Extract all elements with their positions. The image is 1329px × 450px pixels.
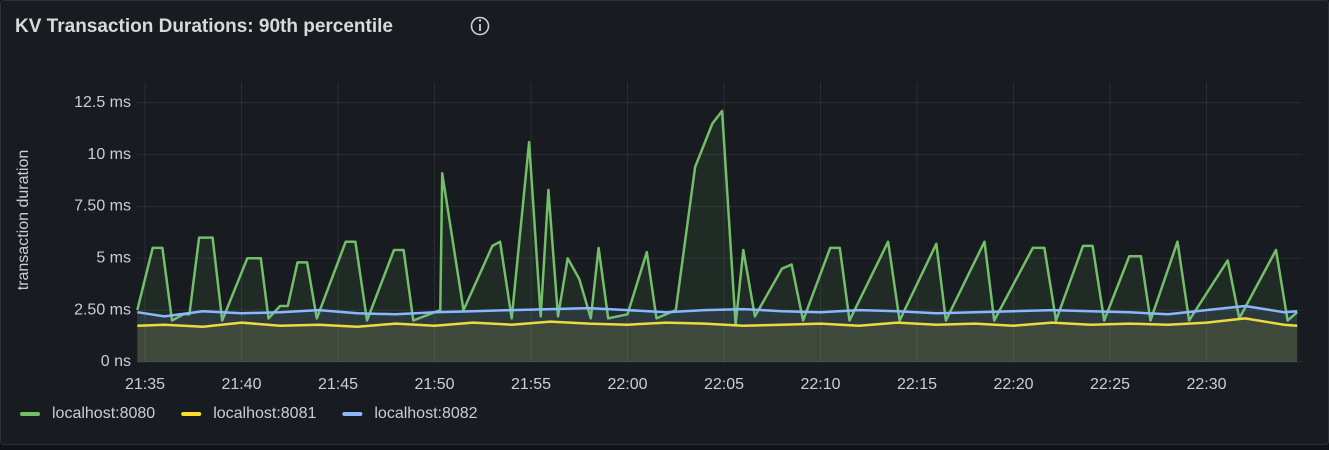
series-area — [137, 306, 1298, 362]
series-line — [136, 109, 1299, 326]
info-circle — [470, 16, 490, 36]
legend-label: localhost:8082 — [374, 405, 477, 422]
y-tick-label: 2.50 ms — [74, 301, 131, 318]
x-tick-label: 21:45 — [318, 376, 358, 393]
x-tick-label: 22:05 — [704, 376, 744, 393]
legend-item[interactable]: localhost:8081 — [181, 405, 316, 422]
series-area — [137, 111, 1298, 362]
x-tick-label: 22:25 — [1090, 376, 1130, 393]
x-tick-label: 22:00 — [607, 376, 647, 393]
x-tick-label: 22:30 — [1186, 376, 1226, 393]
y-tick-label: 7.50 ms — [74, 198, 131, 215]
legend-item[interactable]: localhost:8080 — [20, 405, 155, 422]
info-icon[interactable] — [470, 16, 490, 36]
x-tick-label: 21:35 — [125, 376, 165, 393]
x-tick-label: 22:20 — [993, 376, 1033, 393]
panel-title: KV Transaction Durations: 90th percentil… — [15, 16, 393, 37]
x-tick-label: 21:50 — [414, 376, 454, 393]
info-dot — [478, 19, 482, 22]
y-tick-label: 10 ms — [87, 146, 131, 163]
y-tick-label: 0 ns — [101, 353, 131, 370]
y-tick-label: 12.5 ms — [74, 94, 131, 111]
x-tick-label: 21:55 — [511, 376, 551, 393]
series-line — [137, 304, 1298, 318]
x-tick-label: 22:15 — [897, 376, 937, 393]
legend-item[interactable]: localhost:8082 — [342, 405, 478, 422]
y-axis-label: transaction duration — [15, 150, 32, 291]
legend-label: localhost:8081 — [213, 405, 316, 422]
series-line — [137, 317, 1298, 328]
x-tick-label: 21:40 — [221, 376, 261, 393]
series-area — [137, 318, 1298, 362]
legend-label: localhost:8080 — [52, 405, 155, 422]
y-tick-label: 5 ms — [96, 250, 131, 267]
x-tick-label: 22:10 — [800, 376, 840, 393]
